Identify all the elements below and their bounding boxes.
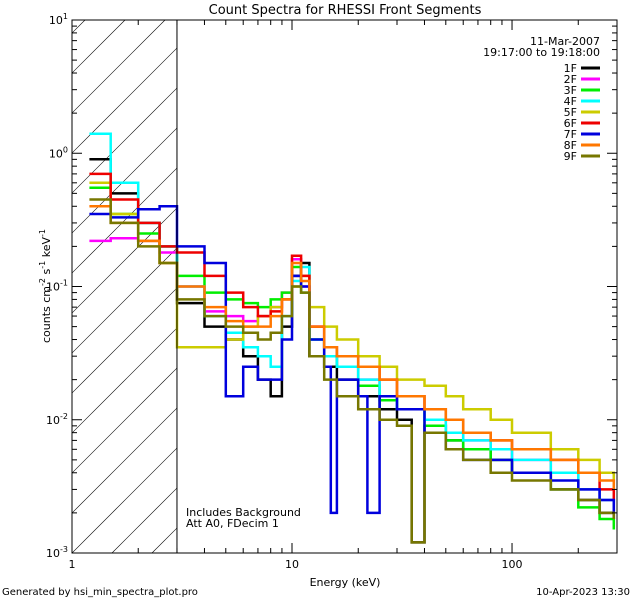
y-tick-label: 10-1 (46, 279, 68, 294)
y-tick-label: 10-3 (46, 545, 68, 560)
footer-generated-by: Generated by hsi_min_spectra_plot.pro (2, 587, 198, 598)
hatch-line (72, 367, 177, 474)
y-tick-label: 101 (49, 12, 68, 27)
legend-label-7F: 7F (564, 128, 577, 141)
legend-label-4F: 4F (564, 95, 577, 108)
x-tick-label: 10 (285, 558, 299, 571)
series-line-4F (89, 132, 616, 513)
series-line-3F (89, 186, 616, 530)
series-line-7F (89, 205, 616, 515)
legend-label-1F: 1F (564, 62, 577, 75)
legend-label-8F: 8F (564, 139, 577, 152)
y-tick-label: 10-2 (46, 412, 68, 427)
legend-label-6F: 6F (564, 117, 577, 130)
x-tick-label: 100 (502, 558, 523, 571)
hatch-line (632, 20, 640, 553)
x-axis-label: Energy (keV) (310, 576, 381, 589)
hatch-line (0, 20, 5, 553)
series-line-9F (89, 198, 616, 544)
legend-label-9F: 9F (564, 150, 577, 163)
legend-label-3F: 3F (564, 84, 577, 97)
series-line-8F (89, 205, 616, 490)
hatched-region (0, 20, 640, 553)
y-tick-label: 100 (49, 145, 68, 160)
legend-label-2F: 2F (564, 73, 577, 86)
hatch-line (72, 247, 177, 354)
chart-date: 11-Mar-2007 (530, 35, 600, 48)
hatch-line (72, 447, 177, 553)
chart-time-range: 19:17:00 to 19:18:00 (483, 46, 600, 59)
y-axis: 10-3 10-2 10-1 100 101 (46, 12, 617, 560)
x-tick-label: 1 (69, 558, 76, 571)
x-axis: 1 10 100 (69, 20, 618, 571)
annotation-background: Includes Background (186, 506, 301, 519)
footer-date: 10-Apr-2023 13:30 (536, 587, 630, 598)
hatch-line (72, 47, 177, 154)
hatch-line (72, 207, 177, 314)
annotation-attenuator: Att A0, FDecim 1 (186, 517, 279, 530)
chart-title: Count Spectra for RHESSI Front Segments (209, 3, 482, 18)
hatch-line (72, 407, 177, 514)
y-axis-label: counts cm-2 s-1 keV-1 (38, 229, 53, 343)
hatch-line (72, 20, 166, 114)
legend-label-5F: 5F (564, 106, 577, 119)
series-line-5F (89, 181, 616, 481)
hatch-line (72, 87, 177, 194)
